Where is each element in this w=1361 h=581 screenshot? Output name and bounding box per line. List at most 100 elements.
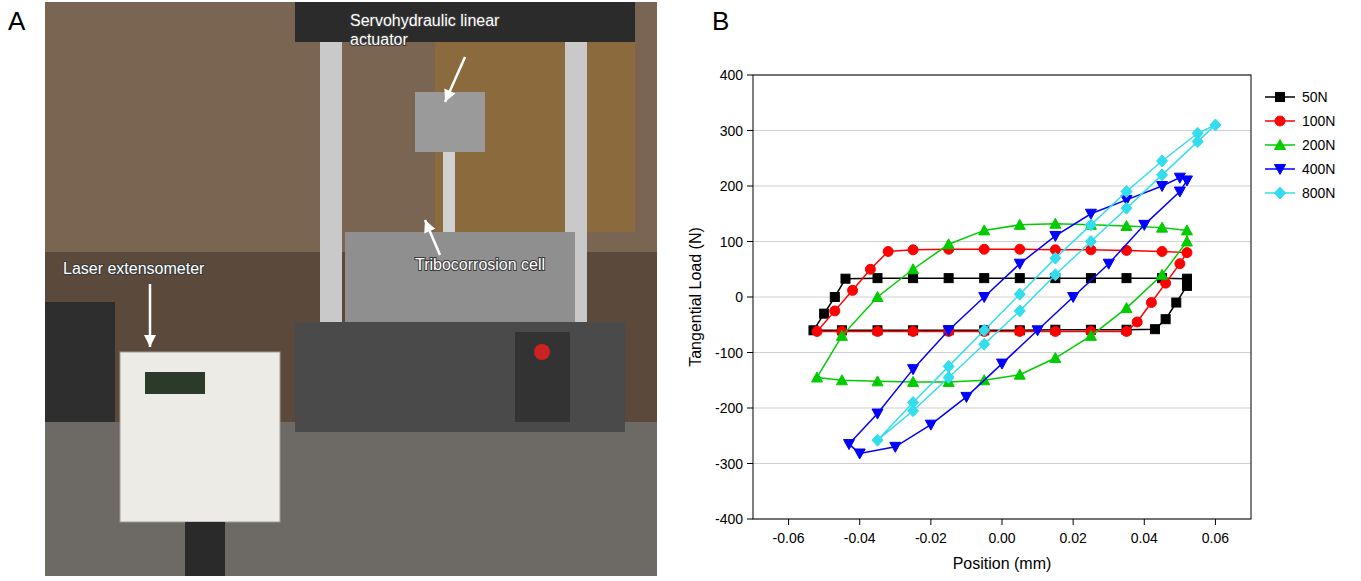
series-marker (865, 264, 875, 274)
series-marker (1157, 182, 1168, 192)
series-marker (1175, 259, 1185, 269)
series-marker (854, 449, 865, 459)
tick-mark (1002, 519, 1003, 525)
series-marker (1050, 231, 1061, 241)
series-marker (908, 365, 919, 375)
tick-label: 0.02 (1060, 530, 1087, 546)
series-marker (943, 239, 954, 249)
series-marker (1103, 259, 1114, 269)
series-marker (1050, 269, 1061, 281)
series-marker (1014, 305, 1025, 317)
tick-label: -100 (715, 345, 743, 361)
legend-label: 800N (1302, 185, 1335, 201)
tick-mark (747, 408, 753, 409)
series-marker (997, 359, 1008, 369)
series-marker (1085, 330, 1096, 340)
series-marker (925, 420, 936, 430)
series-marker (1174, 187, 1185, 197)
series-marker (1182, 281, 1191, 290)
tick-mark (788, 519, 789, 525)
series-marker (1157, 269, 1168, 279)
series-marker (1014, 369, 1025, 379)
legend-label: 400N (1302, 161, 1335, 177)
tick-mark (747, 352, 753, 353)
series-marker (1014, 288, 1025, 300)
series-marker (1157, 155, 1168, 167)
series-marker (1181, 225, 1192, 235)
tick-mark (859, 519, 860, 525)
plot-frame (753, 75, 1251, 519)
series-marker (872, 292, 883, 302)
tick-mark (747, 75, 753, 76)
tick-label: 0.00 (988, 530, 1015, 546)
grid-line (753, 130, 1251, 131)
series-marker (1085, 236, 1096, 248)
panel-label: B (712, 6, 729, 36)
photo-label: Tribocorrosion cell (415, 256, 545, 273)
series-marker (943, 326, 954, 336)
tick-label: 0.06 (1202, 530, 1229, 546)
series-line (878, 125, 1216, 440)
arrow-shaft (425, 220, 440, 255)
photo-stop-button (534, 344, 550, 360)
series-marker (979, 293, 990, 303)
grid-line (753, 352, 1251, 353)
series-marker (872, 376, 883, 386)
series-marker (908, 376, 919, 386)
tick-label: 200 (720, 178, 744, 194)
series-marker (979, 244, 989, 254)
series-marker (1085, 219, 1096, 231)
tick-label: -0.06 (773, 530, 805, 546)
series-marker (1015, 274, 1024, 283)
series-marker (943, 360, 954, 372)
series-marker (1210, 119, 1221, 131)
series-marker (979, 225, 990, 235)
series-marker (830, 306, 840, 316)
photo-control-box (515, 332, 570, 422)
legend-marker (1275, 165, 1286, 175)
series-marker (1172, 298, 1181, 307)
tick-label: -0.04 (844, 530, 876, 546)
series-marker (1014, 219, 1025, 229)
series-marker (980, 274, 989, 283)
chart-panel: -400-300-200-1000100200300400-0.06-0.04-… (687, 67, 1335, 572)
tick-label: -400 (715, 511, 743, 527)
series-marker (1085, 209, 1096, 219)
series-marker (1121, 202, 1132, 214)
series-marker (1068, 293, 1079, 303)
photo-actuator (415, 92, 485, 152)
legend-label: 50N (1302, 89, 1328, 105)
figure: Servohydraulic linearactuatorLaser exten… (0, 0, 1361, 581)
series-marker (1050, 326, 1060, 336)
arrow-shaft (445, 57, 465, 102)
data-group (809, 119, 1221, 459)
tick-label: 0.04 (1131, 530, 1158, 546)
photo-crosshead (295, 2, 635, 42)
legend-label: 100N (1302, 113, 1335, 129)
photo-label: Servohydraulic linearactuator (350, 12, 500, 48)
legend-marker (1275, 187, 1286, 199)
tick-label: 400 (720, 67, 744, 83)
tick-label: 300 (720, 123, 744, 139)
series-marker (1132, 317, 1142, 327)
photo-label-line: actuator (350, 31, 408, 48)
photo-cell (345, 232, 575, 322)
series-marker (1157, 169, 1168, 181)
series-marker (836, 330, 847, 340)
series-marker (890, 442, 901, 452)
series-marker (812, 326, 822, 336)
series-marker (836, 375, 847, 385)
grid-line (753, 463, 1251, 464)
arrow-head (444, 89, 455, 102)
series-marker (908, 264, 919, 274)
arrow-head (144, 335, 156, 347)
series-line (817, 224, 1187, 382)
series-line (849, 178, 1187, 454)
tick-mark (747, 519, 753, 520)
photo-tripod (185, 522, 225, 576)
series-marker (1015, 326, 1025, 336)
series-marker (979, 324, 990, 336)
series-marker (1032, 326, 1043, 336)
legend-marker (1275, 140, 1286, 150)
series-marker (1146, 298, 1156, 308)
